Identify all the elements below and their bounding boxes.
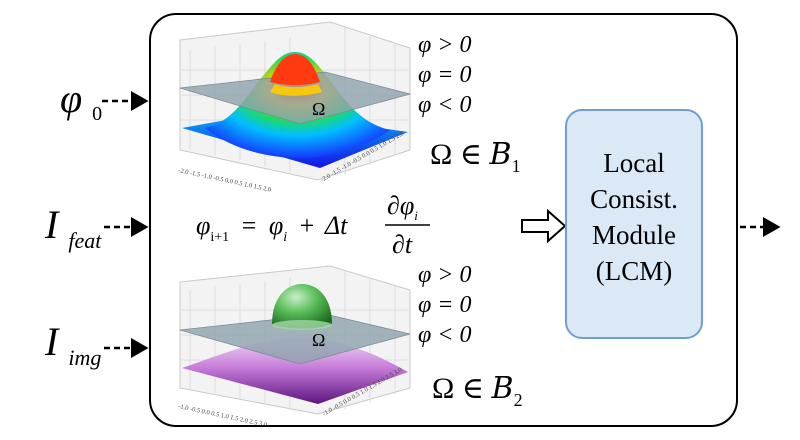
input-iimg: I img [44, 319, 149, 370]
surface-dome [272, 284, 332, 329]
input-subscript: img [68, 345, 101, 370]
input-symbol: φ [60, 76, 82, 121]
svg-text:∂φi: ∂φi [387, 191, 418, 223]
omega-label: Ω [312, 330, 325, 350]
set-label-b2: Ω ∈ B2 [432, 371, 523, 410]
lcm-module: Local Consist. Module (LCM) [565, 109, 703, 339]
surface-base [182, 337, 408, 404]
legend-negative: φ < 0 [418, 322, 471, 348]
module-line-1: Local [603, 148, 664, 178]
top-legend: φ > 0 φ = 0 φ < 0 [418, 32, 471, 118]
module-box [565, 109, 703, 339]
svg-text:φ 0: φ 0 [60, 76, 102, 125]
input-symbol: I [44, 202, 60, 247]
svg-text:φi+1 = φi +: φi+1 = φi + Δt [196, 211, 348, 247]
omega-label: Ω [312, 99, 325, 119]
module-line-2: Consist. [590, 184, 678, 214]
module-line-3: Module [592, 220, 676, 250]
input-subscript: 0 [92, 103, 102, 125]
input-symbol: I [44, 319, 60, 364]
legend-positive: φ > 0 [418, 262, 471, 288]
surface-cap [270, 54, 320, 85]
input-ifeat: I feat [44, 202, 149, 253]
legend-zero: φ = 0 [418, 62, 471, 88]
module-line-4: (LCM) [596, 256, 673, 286]
legend-negative: φ < 0 [418, 92, 471, 118]
bottom-legend: φ > 0 φ = 0 φ < 0 [418, 262, 471, 348]
legend-zero: φ = 0 [418, 292, 471, 318]
input-subscript: feat [68, 228, 102, 253]
set-label-b1: Ω ∈ B1 [430, 137, 521, 176]
legend-positive: φ > 0 [418, 32, 471, 58]
svg-text:I img: I img [44, 319, 101, 370]
svg-text:∂t: ∂t [392, 230, 413, 259]
input-phi0: φ 0 [60, 76, 149, 125]
svg-text:I feat: I feat [44, 202, 102, 253]
update-equation: φi+1 = φi + Δt ∂φi ∂t [196, 191, 430, 259]
hollow-arrow [521, 208, 567, 244]
